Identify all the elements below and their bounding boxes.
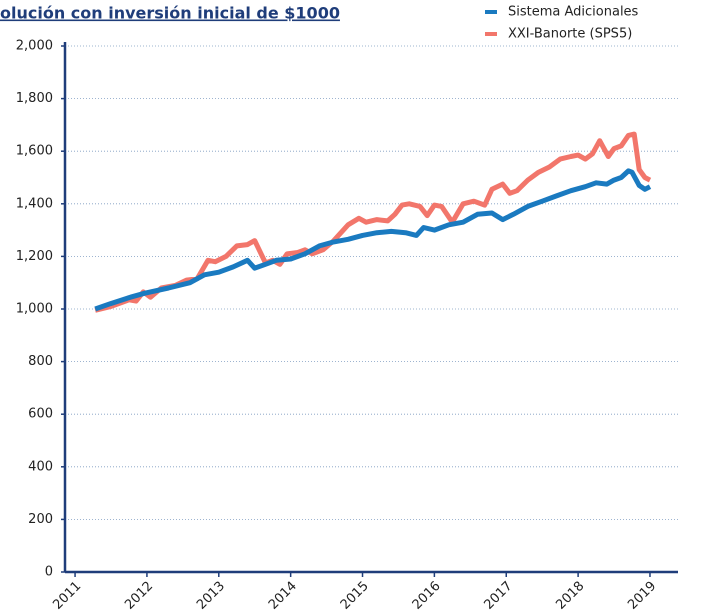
y-tick-label: 200 bbox=[28, 512, 53, 527]
y-tick-label: 1,000 bbox=[16, 302, 53, 317]
x-tick-label: 2015 bbox=[338, 579, 372, 613]
series-line bbox=[94, 131, 652, 313]
x-tick-label: 2013 bbox=[194, 579, 228, 613]
x-tick-label: 2018 bbox=[553, 579, 587, 613]
chart-title: olución con inversión inicial de $1000 bbox=[0, 4, 340, 23]
y-tick-label: 1,400 bbox=[16, 196, 53, 211]
x-tick-label: 2012 bbox=[122, 579, 156, 613]
x-tick-label: 2014 bbox=[266, 579, 300, 613]
x-tick-label: 2011 bbox=[50, 579, 84, 613]
y-tick-label: 800 bbox=[28, 354, 53, 369]
y-tick-label: 2,000 bbox=[16, 39, 53, 54]
y-tick-label: 1,600 bbox=[16, 144, 53, 159]
series-line bbox=[94, 168, 652, 312]
y-tick-label: 0 bbox=[45, 565, 53, 580]
legend-label: XXI-Banorte (SPS5) bbox=[508, 27, 632, 42]
x-tick-label: 2016 bbox=[410, 579, 444, 613]
y-tick-label: 1,200 bbox=[16, 249, 53, 264]
y-tick-label: 600 bbox=[28, 407, 53, 422]
y-tick-label: 1,800 bbox=[16, 91, 53, 106]
x-tick-label: 2019 bbox=[625, 579, 659, 613]
x-tick-label: 2017 bbox=[482, 579, 516, 613]
legend-label: Sistema Adicionales bbox=[508, 5, 639, 20]
y-tick-label: 400 bbox=[28, 459, 53, 474]
